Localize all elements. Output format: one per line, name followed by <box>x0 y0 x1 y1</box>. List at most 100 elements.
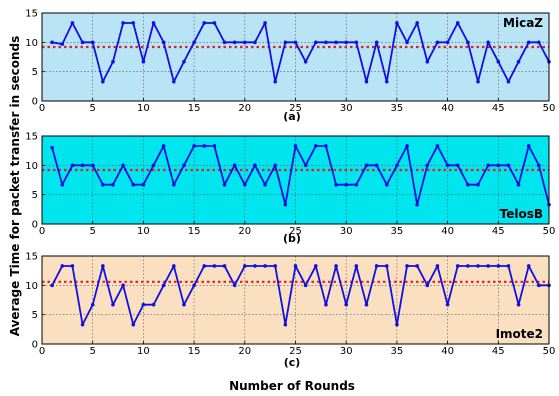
data-point <box>222 40 227 45</box>
x-tick-label: 45 <box>492 346 505 357</box>
data-point <box>466 40 470 45</box>
x-tick-label: 20 <box>238 346 251 357</box>
y-tick-label: 0 <box>32 220 38 231</box>
data-point <box>313 40 318 45</box>
y-tick-label: 10 <box>25 281 38 292</box>
data-point <box>334 264 338 268</box>
data-point <box>303 163 308 168</box>
data-point <box>415 264 419 268</box>
data-point <box>80 40 85 45</box>
data-point <box>476 182 480 187</box>
data-point <box>263 182 267 187</box>
data-point <box>90 40 95 45</box>
y-tick-label: 15 <box>25 252 38 263</box>
data-point <box>516 59 521 64</box>
data-point <box>334 182 338 187</box>
x-tick-label: 45 <box>492 103 505 114</box>
data-point <box>50 40 54 45</box>
data-point <box>141 182 146 187</box>
x-tick-label: 0 <box>39 103 45 114</box>
data-point <box>151 163 156 168</box>
data-point <box>273 264 278 268</box>
data-point <box>324 302 328 307</box>
data-point <box>374 40 379 45</box>
data-point <box>283 40 288 45</box>
data-point <box>303 59 308 64</box>
data-point <box>70 264 75 268</box>
data-point <box>212 144 217 148</box>
data-point <box>516 182 521 187</box>
x-tick-label: 40 <box>441 103 454 114</box>
data-point <box>313 264 318 268</box>
data-point <box>101 79 105 84</box>
data-point <box>253 40 257 45</box>
data-point <box>121 163 125 168</box>
x-tick-label: 10 <box>137 103 150 114</box>
data-point <box>537 283 541 288</box>
data-point <box>476 79 480 84</box>
x-tick-label: 35 <box>391 103 404 114</box>
x-tick-label: 25 <box>289 346 302 357</box>
data-point <box>101 264 105 268</box>
data-point <box>384 264 389 268</box>
data-point <box>161 283 166 288</box>
data-point <box>496 264 501 268</box>
data-point <box>131 21 136 25</box>
data-point <box>151 21 156 25</box>
panel-label: (b) <box>283 232 301 245</box>
y-tick-label: 10 <box>25 38 38 49</box>
y-tick-label: 15 <box>25 132 38 143</box>
data-point <box>192 283 196 288</box>
data-point <box>50 145 54 150</box>
data-point <box>455 21 460 25</box>
x-tick-label: 30 <box>340 103 353 114</box>
data-point <box>374 163 379 168</box>
device-label: MicaZ <box>503 16 543 30</box>
data-point <box>101 182 105 187</box>
data-point <box>131 322 136 327</box>
data-point <box>435 264 440 268</box>
x-tick-label: 35 <box>391 346 404 357</box>
data-point <box>243 40 247 45</box>
panel-1: 0 5 10 15 20 25 30 35 40 45 50 0 5 10 15 MicaZ (a) <box>25 9 555 124</box>
data-point <box>405 40 409 45</box>
x-tick-label: 25 <box>289 103 302 114</box>
x-tick-label: 5 <box>90 346 96 357</box>
data-point <box>415 21 419 25</box>
data-point <box>192 40 196 45</box>
x-tick-label: 10 <box>137 226 150 237</box>
data-point <box>384 79 389 84</box>
data-point <box>80 163 85 168</box>
data-point <box>202 144 207 148</box>
data-point <box>425 283 430 288</box>
x-tick-label: 20 <box>238 226 251 237</box>
data-point <box>111 302 115 307</box>
data-point <box>486 40 490 45</box>
y-tick-label: 10 <box>25 161 38 172</box>
data-point <box>253 163 257 168</box>
device-label: Imote2 <box>496 327 543 341</box>
x-tick-label: 30 <box>340 226 353 237</box>
data-point <box>212 264 217 268</box>
data-point <box>172 182 176 187</box>
data-point <box>537 40 541 45</box>
data-point <box>526 40 531 45</box>
x-tick-label: 50 <box>543 103 556 114</box>
data-point <box>364 163 369 168</box>
x-tick-label: 0 <box>39 226 45 237</box>
data-point <box>283 322 288 327</box>
data-point <box>273 163 278 168</box>
x-tick-label: 40 <box>441 226 454 237</box>
y-axis-title: Average Time for packet transfer in seco… <box>8 36 22 337</box>
x-tick-label: 40 <box>441 346 454 357</box>
data-point <box>313 144 318 148</box>
data-point <box>506 163 511 168</box>
panel-3: 0 5 10 15 20 25 30 35 40 45 50 0 5 10 15 Imote2 (c) <box>25 252 555 370</box>
x-tick-label: 50 <box>543 226 556 237</box>
data-point <box>415 202 419 207</box>
data-point <box>395 163 399 168</box>
x-tick-label: 25 <box>289 226 302 237</box>
x-tick-label: 30 <box>340 346 353 357</box>
data-point <box>405 144 409 148</box>
